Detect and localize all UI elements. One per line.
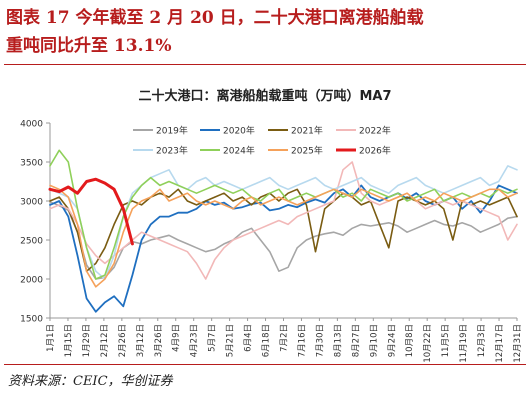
chart-axes: 1500 2000 2500 3000 3500 4000 1月1日 1月15日 1月29日 2月… (20, 120, 523, 363)
x-tick-label: 7月2日 (280, 324, 290, 352)
x-tick-label: 8月13日 (333, 324, 343, 357)
x-tick-label: 12月17日 (495, 324, 505, 363)
x-tick-label: 11月5日 (441, 324, 451, 357)
legend-label: 2026年 (359, 145, 391, 157)
figure-caption-line1: 图表 17 今年截至 2 月 20 日，二十大港口离港船舶载 (6, 8, 424, 28)
legend-label: 2022年 (359, 125, 391, 137)
legend-label: 2024年 (223, 145, 255, 157)
x-tick-label: 5月7日 (208, 324, 218, 352)
chart-legend: 2019年 2020年 2021年 2022年 2023年 2024年 2025年 2026年 (133, 125, 391, 157)
x-tick-label: 7月30日 (315, 324, 325, 357)
y-tick-label: 3000 (20, 198, 43, 208)
x-tick-label: 4月9日 (172, 324, 182, 352)
y-tick-label: 2000 (20, 276, 43, 286)
figure-caption-line2: 重吨同比升至 13.1% (6, 36, 172, 56)
y-tick-label: 4000 (20, 120, 43, 130)
legend-label: 2019年 (156, 125, 188, 137)
series-layer (48, 149, 518, 313)
x-tick-label: 10月8日 (405, 324, 415, 357)
source-note: 资料来源：CEIC，华创证券 (8, 374, 173, 389)
x-tick-label: 9月24日 (387, 324, 397, 357)
x-tick-label: 6月18日 (262, 324, 272, 357)
y-tick-label: 2500 (20, 237, 43, 247)
series-line-2024年 (49, 149, 518, 280)
x-tick-label: 1月1日 (46, 324, 56, 352)
top-rule (4, 64, 526, 65)
x-tick-label: 1月15日 (64, 324, 74, 357)
x-tick-label: 5月21日 (226, 324, 236, 357)
x-tick-label: 8月27日 (351, 324, 361, 357)
legend-label: 2025年 (291, 145, 323, 157)
x-tick-label: 6月4日 (244, 324, 254, 352)
x-tick-label: 1月29日 (82, 324, 92, 357)
x-tick-label: 2月26日 (118, 324, 128, 357)
figure-caption: 图表 17 今年截至 2 月 20 日，二十大港口离港船舶载 重吨同比升至 13… (6, 4, 526, 60)
y-tick-label: 1500 (20, 315, 43, 325)
x-tick-label: 10月22日 (423, 324, 433, 363)
x-tick-label: 12月31日 (513, 324, 523, 363)
chart-title: 二十大港口：离港船舶载重吨（万吨）MA7 (138, 88, 391, 104)
series-line-2022年 (49, 161, 518, 280)
legend-label: 2023年 (156, 145, 188, 157)
legend-label: 2021年 (291, 125, 323, 137)
series-line-2023年 (49, 165, 518, 280)
y-tick-label: 3500 (20, 159, 43, 169)
x-tick-label: 9月10日 (369, 324, 379, 357)
x-tick-label: 12月3日 (477, 324, 487, 357)
x-tick-label: 11月19日 (459, 324, 469, 363)
x-tick-label: 3月12日 (136, 324, 146, 357)
x-tick-label: 2月12日 (100, 324, 110, 357)
series-line-2026年 (48, 177, 134, 246)
x-tick-label: 3月26日 (154, 324, 164, 357)
x-tick-label: 7月16日 (297, 324, 307, 357)
bottom-rule (4, 364, 526, 365)
x-tick-label: 4月23日 (190, 324, 200, 357)
legend-label: 2020年 (223, 125, 255, 137)
